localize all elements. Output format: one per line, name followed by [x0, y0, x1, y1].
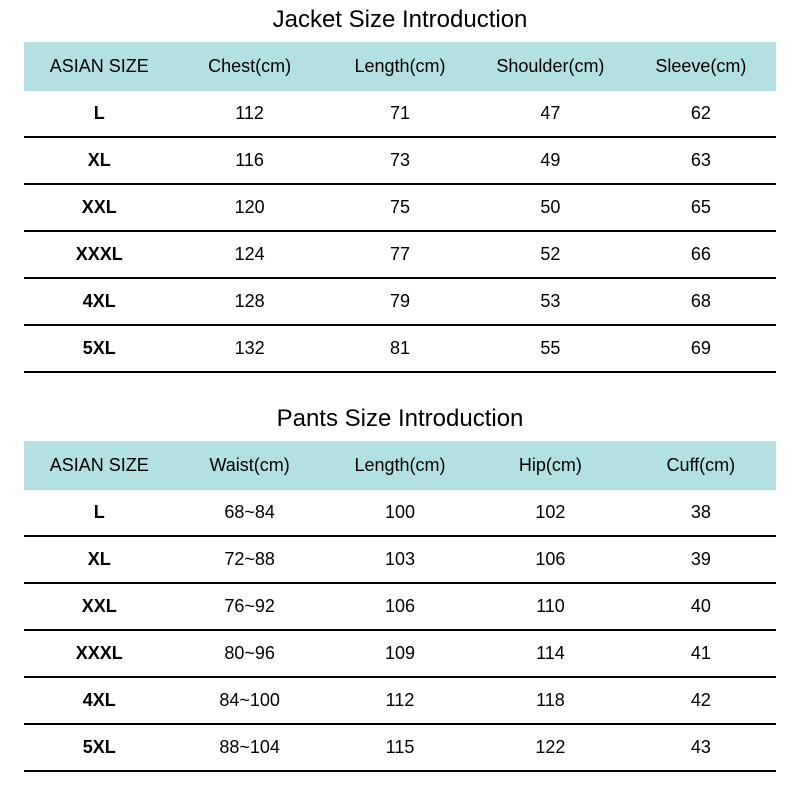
jacket-header-row: ASIAN SIZE Chest(cm) Length(cm) Shoulder… — [24, 42, 776, 91]
data-cell: 106 — [325, 584, 475, 629]
col-header: Hip(cm) — [475, 441, 625, 490]
data-cell: 112 — [174, 91, 324, 136]
size-cell: 5XL — [24, 326, 174, 371]
data-cell: 116 — [174, 138, 324, 183]
data-cell: 112 — [325, 678, 475, 723]
data-cell: 75 — [325, 185, 475, 230]
table-row: 5XL 132 81 55 69 — [24, 326, 776, 373]
jacket-table: Jacket Size Introduction ASIAN SIZE Ches… — [24, 2, 776, 373]
size-cell: 4XL — [24, 279, 174, 324]
data-cell: 128 — [174, 279, 324, 324]
spacer — [24, 373, 776, 401]
data-cell: 88~104 — [174, 725, 324, 770]
table-row: XXXL 124 77 52 66 — [24, 232, 776, 279]
data-cell: 84~100 — [174, 678, 324, 723]
table-row: XXXL 80~96 109 114 41 — [24, 631, 776, 678]
data-cell: 40 — [626, 584, 776, 629]
data-cell: 62 — [626, 91, 776, 136]
size-cell: XL — [24, 537, 174, 582]
data-cell: 38 — [626, 490, 776, 535]
data-cell: 76~92 — [174, 584, 324, 629]
data-cell: 65 — [626, 185, 776, 230]
data-cell: 53 — [475, 279, 625, 324]
table-row: 4XL 84~100 112 118 42 — [24, 678, 776, 725]
data-cell: 73 — [325, 138, 475, 183]
data-cell: 52 — [475, 232, 625, 277]
data-cell: 68 — [626, 279, 776, 324]
table-row: L 68~84 100 102 38 — [24, 490, 776, 537]
table-row: 5XL 88~104 115 122 43 — [24, 725, 776, 772]
data-cell: 49 — [475, 138, 625, 183]
data-cell: 81 — [325, 326, 475, 371]
data-cell: 124 — [174, 232, 324, 277]
data-cell: 43 — [626, 725, 776, 770]
table-row: XXL 76~92 106 110 40 — [24, 584, 776, 631]
size-cell: XXXL — [24, 232, 174, 277]
table-row: XL 72~88 103 106 39 — [24, 537, 776, 584]
data-cell: 102 — [475, 490, 625, 535]
col-header: Shoulder(cm) — [475, 42, 625, 91]
data-cell: 118 — [475, 678, 625, 723]
table-row: XXL 120 75 50 65 — [24, 185, 776, 232]
size-cell: XXXL — [24, 631, 174, 676]
data-cell: 122 — [475, 725, 625, 770]
table-row: L 112 71 47 62 — [24, 91, 776, 138]
col-header: Chest(cm) — [174, 42, 324, 91]
size-cell: L — [24, 490, 174, 535]
data-cell: 103 — [325, 537, 475, 582]
col-header: Length(cm) — [325, 42, 475, 91]
data-cell: 66 — [626, 232, 776, 277]
data-cell: 72~88 — [174, 537, 324, 582]
data-cell: 47 — [475, 91, 625, 136]
col-header: ASIAN SIZE — [24, 42, 174, 91]
table-row: 4XL 128 79 53 68 — [24, 279, 776, 326]
data-cell: 39 — [626, 537, 776, 582]
table-row: XL 116 73 49 63 — [24, 138, 776, 185]
data-cell: 106 — [475, 537, 625, 582]
pants-table: Pants Size Introduction ASIAN SIZE Waist… — [24, 401, 776, 772]
jacket-title: Jacket Size Introduction — [24, 2, 776, 42]
size-cell: 5XL — [24, 725, 174, 770]
data-cell: 80~96 — [174, 631, 324, 676]
col-header: ASIAN SIZE — [24, 441, 174, 490]
data-cell: 63 — [626, 138, 776, 183]
data-cell: 71 — [325, 91, 475, 136]
size-cell: XXL — [24, 584, 174, 629]
data-cell: 100 — [325, 490, 475, 535]
data-cell: 109 — [325, 631, 475, 676]
col-header: Waist(cm) — [174, 441, 324, 490]
data-cell: 42 — [626, 678, 776, 723]
size-cell: XL — [24, 138, 174, 183]
data-cell: 68~84 — [174, 490, 324, 535]
pants-title: Pants Size Introduction — [24, 401, 776, 441]
data-cell: 69 — [626, 326, 776, 371]
data-cell: 110 — [475, 584, 625, 629]
size-cell: XXL — [24, 185, 174, 230]
data-cell: 41 — [626, 631, 776, 676]
data-cell: 50 — [475, 185, 625, 230]
col-header: Length(cm) — [325, 441, 475, 490]
data-cell: 114 — [475, 631, 625, 676]
data-cell: 77 — [325, 232, 475, 277]
pants-header-row: ASIAN SIZE Waist(cm) Length(cm) Hip(cm) … — [24, 441, 776, 490]
data-cell: 115 — [325, 725, 475, 770]
size-cell: 4XL — [24, 678, 174, 723]
data-cell: 120 — [174, 185, 324, 230]
data-cell: 55 — [475, 326, 625, 371]
data-cell: 132 — [174, 326, 324, 371]
col-header: Cuff(cm) — [626, 441, 776, 490]
col-header: Sleeve(cm) — [626, 42, 776, 91]
data-cell: 79 — [325, 279, 475, 324]
size-cell: L — [24, 91, 174, 136]
